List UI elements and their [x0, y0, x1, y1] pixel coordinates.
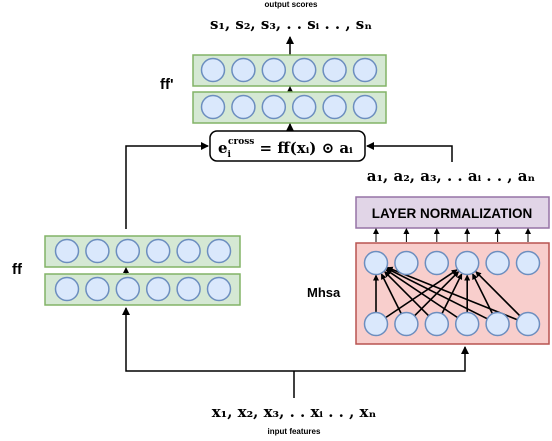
input-features-caption: input features [268, 427, 321, 436]
arrow-input-to-mhsa [294, 346, 469, 372]
ff-bottom-node-4 [145, 276, 171, 302]
ff-top-node-1 [54, 238, 80, 264]
arrow-ff-to-fusion [125, 142, 209, 229]
ff-bottom-node-2 [85, 276, 110, 302]
ffprime-top-node-6 [352, 57, 378, 83]
mhsa-top-node-2 [394, 250, 419, 276]
ff-top-node-5 [176, 238, 201, 264]
norm-input-arrows [373, 228, 531, 242]
mhsa-top-nodes [363, 250, 541, 276]
mhsa-top-node-3 [424, 250, 450, 276]
ffprime-top-node-5 [322, 57, 347, 83]
ffprime-bottom-node-5 [322, 94, 347, 120]
ffprime-top-nodes [200, 57, 378, 83]
mhsa-attention-edges [373, 266, 521, 321]
fusion-formula: ei cross = ff(xᵢ) ⊙ aᵢ [218, 137, 353, 160]
mhsa-bottom-nodes [363, 311, 541, 337]
fusion-box [209, 130, 366, 162]
fusion-rest: = ff(xᵢ) ⊙ aᵢ [254, 139, 353, 157]
fusion-sub: i [228, 150, 232, 160]
ffprime-bottom-node-4 [291, 94, 317, 120]
mhsa-edge-5-to-4 [472, 273, 494, 315]
ff-top-node-4 [145, 238, 171, 264]
mhsa-bottom-node-5 [485, 311, 510, 337]
mhsa-bottom-node-1 [363, 311, 389, 337]
ff-label: ff [12, 261, 23, 278]
input-features-formula: x₁, x₂, x₃, . . xᵢ . . , xₙ [212, 403, 377, 421]
layer-normalization-label: LAYER NORMALIZATION [372, 206, 533, 221]
arrow-input-to-ff [122, 307, 294, 372]
layer-normalization-box [355, 196, 550, 229]
output-scores-caption: output scores [265, 0, 318, 9]
ff-top-nodes [54, 238, 232, 264]
fusion-sup: cross [228, 137, 254, 147]
mhsa-top-node-4 [454, 250, 480, 276]
ff-bottom-nodes [54, 276, 232, 302]
ff-bottom-node-1 [54, 276, 80, 302]
mhsa-bottom-node-4 [454, 311, 480, 337]
ff-top-node-2 [85, 238, 110, 264]
ff-bottom-node-5 [176, 276, 201, 302]
mhsa-edge-2-to-4 [413, 271, 460, 317]
mhsa-top-node-5 [485, 250, 510, 276]
ffprime-top-node-3 [261, 57, 287, 83]
output-scores-formula: s₁, s₂, s₃, . . sᵢ . . , sₙ [210, 15, 372, 33]
mhsa-bottom-node-3 [424, 311, 450, 337]
ffprime-bottom-node-2 [231, 94, 256, 120]
mhsa-bottom-node-2 [394, 311, 419, 337]
ffprime-bottom-node-3 [261, 94, 287, 120]
mhsa-edge-6-to-4 [475, 271, 521, 317]
attention-weights-formula: a₁, a₂, a₃, . . aᵢ . . , aₙ [367, 167, 536, 185]
ff-block [44, 235, 241, 306]
ffprime-block [192, 54, 387, 124]
mhsa-edge-3-to-4 [441, 273, 463, 315]
ffprime-bottom-node-1 [200, 94, 226, 120]
ffprime-bottom-nodes [200, 94, 378, 120]
ff-bottom-node-6 [206, 276, 232, 302]
ffprime-label: ff' [160, 76, 174, 93]
ffprime-top-node-1 [200, 57, 226, 83]
ff-top-node-6 [206, 238, 232, 264]
mhsa-label: Mhsa [307, 285, 341, 300]
mhsa-top-node-6 [515, 250, 541, 276]
mhsa-edge-2-to-1 [380, 273, 402, 315]
mhsa-bottom-node-6 [515, 311, 541, 337]
arrow-weights-to-fusion [366, 142, 453, 162]
ffprime-bottom-node-6 [352, 94, 378, 120]
mhsa-top-node-1 [363, 250, 389, 276]
ff-bottom-node-3 [115, 276, 141, 302]
ffprime-top-node-2 [231, 57, 256, 83]
fusion-e: e [218, 139, 228, 157]
ff-top-node-3 [115, 238, 141, 264]
mhsa-edge-1-to-4 [385, 269, 458, 319]
ffprime-top-node-4 [291, 57, 317, 83]
